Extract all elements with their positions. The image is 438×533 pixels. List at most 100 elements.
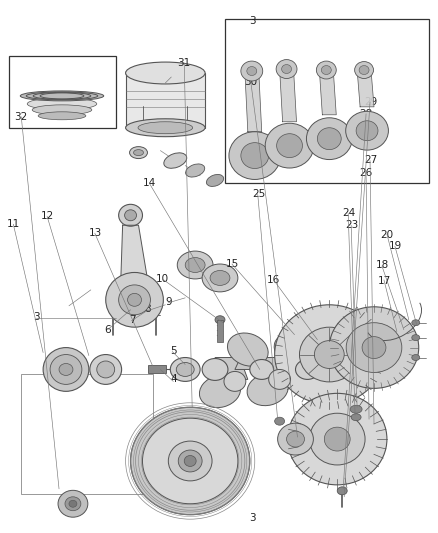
Ellipse shape (362, 337, 386, 359)
Text: 28: 28 (360, 109, 373, 119)
Ellipse shape (346, 111, 389, 150)
Ellipse shape (215, 316, 225, 324)
Text: 25: 25 (252, 189, 265, 199)
Ellipse shape (350, 405, 362, 413)
Text: 17: 17 (378, 276, 391, 286)
Text: 27: 27 (364, 156, 377, 165)
Ellipse shape (309, 413, 365, 465)
Ellipse shape (58, 490, 88, 517)
Ellipse shape (206, 174, 224, 187)
Ellipse shape (412, 354, 420, 360)
Ellipse shape (324, 427, 350, 451)
Ellipse shape (268, 369, 290, 389)
Ellipse shape (241, 61, 263, 81)
Ellipse shape (65, 497, 81, 511)
Text: 14: 14 (143, 177, 156, 188)
Ellipse shape (27, 98, 97, 110)
Text: 30: 30 (244, 77, 258, 87)
Text: 10: 10 (156, 273, 169, 284)
Ellipse shape (43, 348, 89, 391)
Bar (217, 320, 223, 342)
Text: 29: 29 (364, 97, 377, 107)
Ellipse shape (314, 341, 344, 368)
Ellipse shape (138, 122, 193, 134)
Text: 26: 26 (360, 168, 373, 177)
Ellipse shape (329, 307, 419, 389)
Ellipse shape (224, 372, 246, 391)
Ellipse shape (170, 358, 200, 382)
Text: 9: 9 (166, 297, 172, 307)
Polygon shape (279, 69, 297, 122)
Text: 6: 6 (105, 325, 111, 335)
Ellipse shape (227, 333, 268, 366)
Ellipse shape (337, 487, 347, 495)
Ellipse shape (59, 364, 73, 375)
Text: 23: 23 (345, 220, 358, 230)
Ellipse shape (90, 354, 122, 384)
Ellipse shape (130, 147, 148, 158)
Text: 31: 31 (177, 58, 191, 68)
Ellipse shape (351, 414, 361, 421)
Ellipse shape (168, 441, 212, 481)
Ellipse shape (119, 204, 142, 226)
Text: 3: 3 (250, 513, 256, 523)
Text: 13: 13 (88, 228, 102, 238)
Ellipse shape (359, 66, 369, 75)
Text: 18: 18 (375, 261, 389, 270)
Ellipse shape (276, 60, 297, 78)
Text: 19: 19 (389, 241, 402, 252)
Polygon shape (262, 358, 292, 377)
Text: 1: 1 (66, 368, 72, 377)
Ellipse shape (106, 272, 163, 327)
Ellipse shape (20, 91, 104, 101)
Ellipse shape (277, 134, 303, 158)
Ellipse shape (247, 373, 288, 406)
Bar (126, 73, 205, 128)
Bar (21, 375, 153, 494)
Text: 15: 15 (226, 259, 239, 269)
Ellipse shape (210, 270, 230, 285)
Ellipse shape (229, 132, 281, 180)
Ellipse shape (134, 150, 144, 156)
Ellipse shape (412, 335, 420, 341)
Ellipse shape (412, 320, 420, 326)
Text: 4: 4 (170, 375, 177, 384)
Ellipse shape (265, 123, 314, 168)
Bar (148, 366, 166, 374)
Ellipse shape (38, 112, 86, 120)
Ellipse shape (178, 450, 202, 472)
Ellipse shape (241, 143, 268, 168)
Ellipse shape (184, 456, 196, 466)
Ellipse shape (286, 431, 304, 447)
Text: 16: 16 (267, 274, 280, 285)
Text: 11: 11 (7, 219, 20, 229)
Ellipse shape (202, 264, 238, 292)
Text: 12: 12 (40, 211, 54, 221)
Polygon shape (120, 225, 148, 285)
Ellipse shape (32, 105, 92, 115)
Ellipse shape (275, 417, 285, 425)
Ellipse shape (185, 257, 205, 272)
Polygon shape (245, 71, 262, 132)
Polygon shape (319, 70, 336, 115)
Ellipse shape (127, 293, 141, 306)
Text: 20: 20 (380, 230, 393, 240)
Ellipse shape (199, 375, 240, 408)
Ellipse shape (124, 210, 137, 221)
Ellipse shape (307, 118, 352, 159)
Polygon shape (357, 70, 374, 107)
Ellipse shape (278, 423, 314, 455)
Text: 3: 3 (33, 312, 39, 322)
Ellipse shape (318, 128, 341, 150)
Text: 8: 8 (144, 304, 151, 314)
Ellipse shape (131, 407, 250, 515)
Ellipse shape (356, 121, 378, 141)
Bar (225, 19, 429, 183)
Ellipse shape (97, 361, 115, 378)
Ellipse shape (126, 119, 205, 136)
Ellipse shape (69, 500, 77, 507)
Ellipse shape (247, 67, 257, 76)
Text: 3: 3 (250, 17, 256, 26)
Ellipse shape (186, 164, 205, 177)
Ellipse shape (164, 153, 187, 168)
